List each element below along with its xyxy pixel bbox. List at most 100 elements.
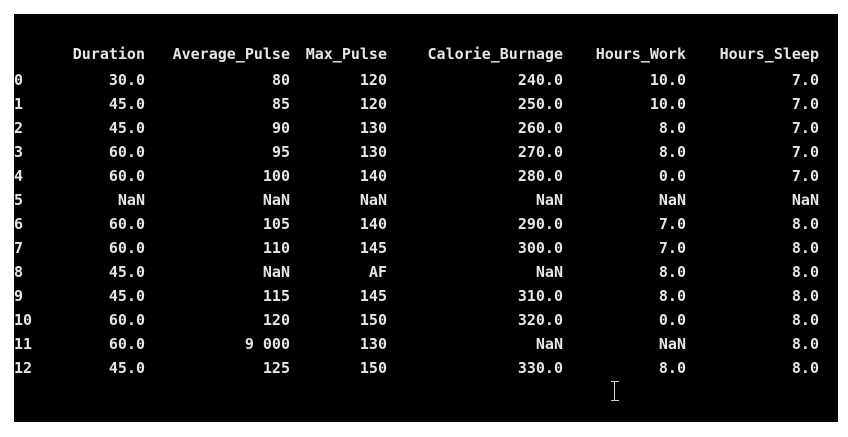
row-index: 0 <box>14 71 24 89</box>
row-index: 7 <box>14 239 24 257</box>
header-row: Duration Average_Pulse Max_Pulse Calorie… <box>14 40 819 68</box>
cell-hours-work: 8.0 <box>658 143 686 161</box>
cell-average-pulse: 120 <box>262 311 290 329</box>
table-row: 5 NaN NaN NaN NaN NaN NaN <box>14 188 819 212</box>
column-header-hours-sleep: Hours_Sleep <box>719 45 819 63</box>
row-index: 3 <box>14 143 24 161</box>
column-header-max-pulse: Max_Pulse <box>305 45 387 63</box>
cell-hours-work: NaN <box>658 191 686 209</box>
cell-hours-work: 10.0 <box>649 95 686 113</box>
cell-hours-work: 8.0 <box>658 263 686 281</box>
cell-max-pulse: 140 <box>359 215 387 233</box>
cell-hours-sleep: 7.0 <box>791 95 819 113</box>
cell-duration: 30.0 <box>108 71 145 89</box>
cell-hours-sleep: 8.0 <box>791 239 819 257</box>
cell-calorie-burnage: 270.0 <box>517 143 563 161</box>
table-body: 0 30.0 80 120 240.0 10.0 7.0 1 45.0 85 120 250.0 10.… <box>14 68 819 380</box>
table-row: 2 45.0 90 130 260.0 8.0 7.0 <box>14 116 819 140</box>
cell-hours-work: 8.0 <box>658 359 686 377</box>
cell-calorie-burnage: 250.0 <box>517 95 563 113</box>
cell-duration: 45.0 <box>108 95 145 113</box>
cell-hours-work: 0.0 <box>658 311 686 329</box>
table-row: 8 45.0 NaN AF NaN 8.0 8.0 <box>14 260 819 284</box>
cell-duration: 45.0 <box>108 359 145 377</box>
row-index: 11 <box>14 335 33 353</box>
cell-duration: NaN <box>117 191 145 209</box>
cell-calorie-burnage: 240.0 <box>517 71 563 89</box>
table-row: 6 60.0 105 140 290.0 7.0 8.0 <box>14 212 819 236</box>
table-row: 7 60.0 110 145 300.0 7.0 8.0 <box>14 236 819 260</box>
cell-average-pulse: 105 <box>262 215 290 233</box>
cell-duration: 60.0 <box>108 335 145 353</box>
cell-hours-work: 0.0 <box>658 167 686 185</box>
cell-hours-sleep: 7.0 <box>791 167 819 185</box>
cell-duration: 60.0 <box>108 215 145 233</box>
cell-hours-sleep: 8.0 <box>791 311 819 329</box>
cell-calorie-burnage: 320.0 <box>517 311 563 329</box>
cell-average-pulse: 100 <box>262 167 290 185</box>
table-row: 11 60.0 9 000 130 NaN NaN 8.0 <box>14 332 819 356</box>
row-index: 5 <box>14 191 24 209</box>
cell-hours-work: 7.0 <box>658 239 686 257</box>
cell-hours-sleep: 7.0 <box>791 119 819 137</box>
cell-max-pulse: 145 <box>359 239 387 257</box>
cell-max-pulse: 130 <box>359 119 387 137</box>
cell-calorie-burnage: 290.0 <box>517 215 563 233</box>
cell-hours-work: 8.0 <box>658 287 686 305</box>
row-index: 10 <box>14 311 33 329</box>
cell-average-pulse: NaN <box>262 191 290 209</box>
cell-duration: 60.0 <box>108 143 145 161</box>
cell-max-pulse: NaN <box>359 191 387 209</box>
cell-hours-sleep: 8.0 <box>791 287 819 305</box>
cell-calorie-burnage: 280.0 <box>517 167 563 185</box>
cell-max-pulse: 130 <box>359 335 387 353</box>
cell-average-pulse: 80 <box>271 71 290 89</box>
dataframe-table: Duration Average_Pulse Max_Pulse Calorie… <box>14 40 819 380</box>
cell-hours-work: 10.0 <box>649 71 686 89</box>
cell-hours-sleep: NaN <box>791 191 819 209</box>
cell-average-pulse: 95 <box>271 143 290 161</box>
cell-max-pulse: AF <box>368 263 387 281</box>
cell-duration: 60.0 <box>108 311 145 329</box>
cell-average-pulse: 9 000 <box>244 335 290 353</box>
cell-duration: 45.0 <box>108 263 145 281</box>
row-index: 6 <box>14 215 24 233</box>
cell-average-pulse: 85 <box>271 95 290 113</box>
terminal-output: Duration Average_Pulse Max_Pulse Calorie… <box>14 14 838 422</box>
row-index: 9 <box>14 287 24 305</box>
cell-calorie-burnage: NaN <box>535 263 563 281</box>
cell-average-pulse: 90 <box>271 119 290 137</box>
column-header-average-pulse: Average_Pulse <box>172 45 290 63</box>
column-header-duration: Duration <box>72 45 145 63</box>
row-index: 12 <box>14 359 33 377</box>
cell-duration: 60.0 <box>108 167 145 185</box>
cell-duration: 60.0 <box>108 239 145 257</box>
cell-hours-work: NaN <box>658 335 686 353</box>
table-row: 3 60.0 95 130 270.0 8.0 7.0 <box>14 140 819 164</box>
cell-hours-sleep: 7.0 <box>791 71 819 89</box>
table-row: 1 45.0 85 120 250.0 10.0 7.0 <box>14 92 819 116</box>
table-row: 0 30.0 80 120 240.0 10.0 7.0 <box>14 68 819 92</box>
cell-average-pulse: NaN <box>262 263 290 281</box>
cell-hours-sleep: 7.0 <box>791 143 819 161</box>
cell-hours-sleep: 8.0 <box>791 215 819 233</box>
cell-hours-sleep: 8.0 <box>791 263 819 281</box>
cell-average-pulse: 115 <box>262 287 290 305</box>
cell-duration: 45.0 <box>108 287 145 305</box>
cell-hours-sleep: 8.0 <box>791 335 819 353</box>
cell-calorie-burnage: NaN <box>535 191 563 209</box>
row-index: 4 <box>14 167 24 185</box>
cell-max-pulse: 150 <box>359 311 387 329</box>
cell-calorie-burnage: 260.0 <box>517 119 563 137</box>
cell-calorie-burnage: 300.0 <box>517 239 563 257</box>
cell-calorie-burnage: 330.0 <box>517 359 563 377</box>
cell-hours-work: 7.0 <box>658 215 686 233</box>
cell-max-pulse: 130 <box>359 143 387 161</box>
cell-max-pulse: 140 <box>359 167 387 185</box>
cell-average-pulse: 125 <box>262 359 290 377</box>
table-row: 9 45.0 115 145 310.0 8.0 8.0 <box>14 284 819 308</box>
table-row: 12 45.0 125 150 330.0 8.0 8.0 <box>14 356 819 380</box>
row-index: 2 <box>14 119 24 137</box>
column-header-calorie-burnage: Calorie_Burnage <box>427 45 563 63</box>
text-cursor-icon <box>611 380 619 402</box>
